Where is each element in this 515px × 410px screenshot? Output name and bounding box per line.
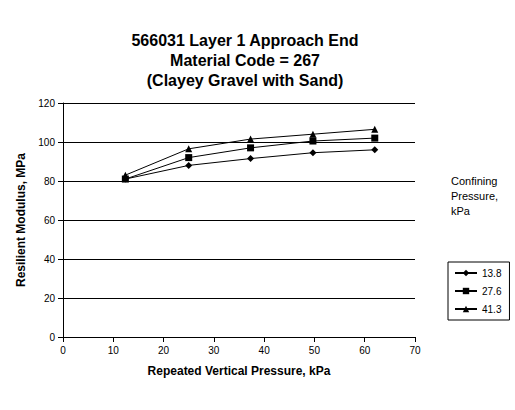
svg-text:0: 0	[49, 332, 55, 343]
svg-text:80: 80	[44, 176, 56, 187]
svg-text:Material Code = 267: Material Code = 267	[170, 52, 320, 69]
svg-text:40: 40	[44, 254, 56, 265]
svg-text:566031 Layer 1 Approach End: 566031 Layer 1 Approach End	[131, 32, 358, 49]
svg-text:60: 60	[359, 345, 371, 356]
svg-text:0: 0	[60, 345, 66, 356]
svg-text:120: 120	[38, 98, 55, 109]
svg-text:13.8: 13.8	[482, 268, 502, 279]
svg-text:20: 20	[44, 293, 56, 304]
svg-text:50: 50	[309, 345, 321, 356]
svg-text:27.6: 27.6	[482, 286, 502, 297]
svg-text:20: 20	[158, 345, 170, 356]
svg-text:Resilient Modulus, MPa: Resilient Modulus, MPa	[14, 153, 28, 287]
svg-text:Pressure,: Pressure,	[451, 190, 501, 202]
svg-text:70: 70	[409, 345, 421, 356]
svg-text:(Clayey Gravel with Sand): (Clayey Gravel with Sand)	[147, 72, 344, 89]
svg-text:kPa: kPa	[451, 205, 471, 217]
svg-text:Confining: Confining	[451, 175, 501, 187]
svg-text:10: 10	[108, 345, 120, 356]
svg-text:40: 40	[259, 345, 271, 356]
svg-text:100: 100	[38, 137, 55, 148]
svg-text:41.3: 41.3	[482, 304, 502, 315]
svg-text:30: 30	[208, 345, 220, 356]
svg-text:Repeated Vertical Pressure, kP: Repeated Vertical Pressure, kPa	[148, 364, 331, 378]
svg-text:60: 60	[44, 215, 56, 226]
